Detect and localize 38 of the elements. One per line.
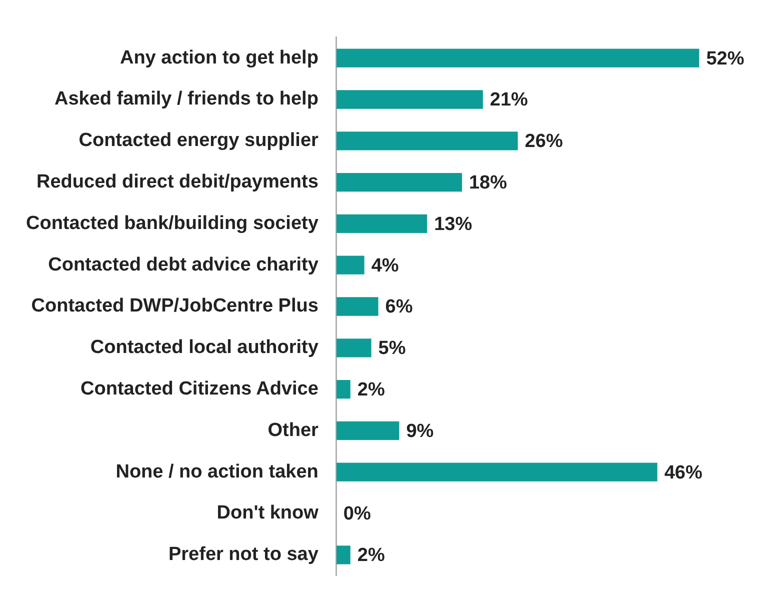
data-label: 6% — [385, 296, 413, 318]
y-tick-label: Any action to get help — [120, 47, 318, 68]
y-tick-label: Don't know — [216, 502, 319, 524]
bar — [336, 214, 428, 234]
bar — [336, 172, 462, 192]
bar — [336, 421, 400, 440]
data-label: 46% — [664, 462, 702, 484]
bar — [336, 256, 364, 274]
y-tick-label: Contacted local authority — [90, 337, 319, 358]
y-tick-label: Contacted Citizens Advice — [80, 378, 318, 400]
bar — [336, 338, 372, 358]
bar — [336, 132, 518, 150]
y-tick-label: Prefer not to say — [168, 544, 319, 566]
data-label: 0% — [343, 504, 371, 525]
bar — [336, 297, 378, 316]
bar — [336, 48, 700, 68]
y-tick-label: Contacted bank/building society — [26, 212, 319, 234]
y-tick-label: Reduced direct debit/payments — [36, 172, 318, 193]
y-tick-label: Contacted debt advice charity — [48, 254, 319, 276]
data-label: 5% — [378, 338, 406, 360]
data-label: 18% — [468, 172, 508, 194]
y-tick-label: Asked family / friends to help — [54, 88, 318, 110]
bar — [336, 380, 350, 399]
bar — [336, 90, 483, 109]
data-label: 26% — [524, 131, 563, 152]
bar — [336, 462, 658, 482]
data-label: 2% — [357, 380, 385, 401]
bar — [336, 546, 350, 564]
data-label: 52% — [706, 48, 744, 70]
data-label: 9% — [406, 420, 434, 442]
data-label: 13% — [434, 214, 472, 235]
y-tick-label: Other — [268, 420, 320, 441]
data-label: 4% — [371, 255, 399, 276]
data-label: 21% — [490, 90, 528, 111]
y-tick-label: Contacted energy supplier — [78, 130, 320, 152]
y-tick-label: Contacted DWP/JobCentre Plus — [31, 296, 318, 317]
y-tick-label: None / no action taken — [116, 461, 318, 482]
data-label: 2% — [357, 545, 385, 566]
